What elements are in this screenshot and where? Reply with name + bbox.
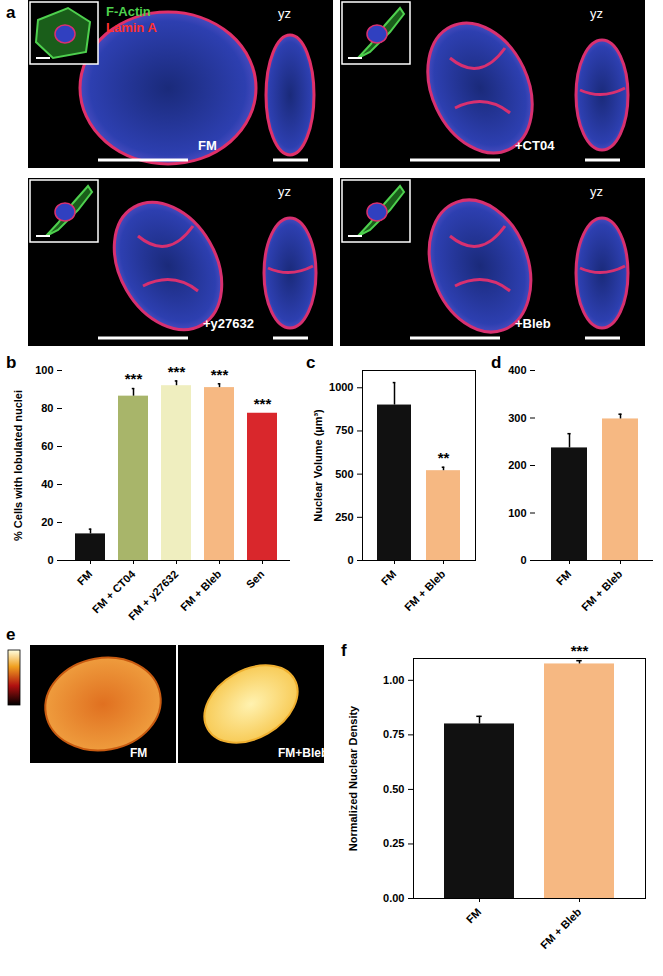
svg-text:FM + Bleb: FM + Bleb <box>538 906 584 952</box>
svg-text:b: b <box>6 353 16 372</box>
svg-text:FM+Bleb: FM+Bleb <box>278 746 328 760</box>
svg-text:FM: FM <box>379 568 399 588</box>
svg-text:FM + Bleb: FM + Bleb <box>402 568 448 614</box>
svg-text:e: e <box>6 625 15 644</box>
svg-text:1000: 1000 <box>329 381 353 393</box>
svg-text:0.00: 0.00 <box>383 892 404 904</box>
svg-text:Sen: Sen <box>244 568 267 591</box>
svg-text:f: f <box>341 641 347 660</box>
svg-text:0: 0 <box>520 554 526 566</box>
svg-text:FM: FM <box>198 138 217 153</box>
svg-text:***: *** <box>571 642 589 659</box>
svg-text:200: 200 <box>508 459 526 471</box>
svg-text:40: 40 <box>41 478 53 490</box>
svg-text:***: *** <box>168 363 186 380</box>
svg-text:FM + CT04: FM + CT04 <box>89 567 138 616</box>
svg-text:20: 20 <box>41 516 53 528</box>
svg-text:Lamin A: Lamin A <box>106 20 157 35</box>
svg-text:0.25: 0.25 <box>383 837 404 849</box>
svg-text:Nuclear Volume (µm³): Nuclear Volume (µm³) <box>312 409 324 522</box>
svg-text:***: *** <box>211 366 229 383</box>
svg-text:0: 0 <box>347 554 353 566</box>
svg-text:yz: yz <box>590 6 603 21</box>
svg-text:500: 500 <box>335 468 353 480</box>
svg-text:Normalized Nuclear Density: Normalized Nuclear Density <box>347 705 359 851</box>
svg-text:yz: yz <box>278 184 291 199</box>
svg-text:0: 0 <box>47 554 53 566</box>
svg-text:100: 100 <box>35 364 53 376</box>
svg-text:d: d <box>491 353 501 372</box>
svg-text:FM: FM <box>554 568 574 588</box>
svg-text:yz: yz <box>590 184 603 199</box>
svg-text:+Bleb: +Bleb <box>515 316 551 331</box>
svg-text:+y27632: +y27632 <box>203 316 254 331</box>
svg-text:% Cells with lobulated nuclei: % Cells with lobulated nuclei <box>12 390 24 541</box>
svg-text:FM: FM <box>464 906 484 926</box>
svg-text:FM: FM <box>75 568 95 588</box>
svg-text:300: 300 <box>508 412 526 424</box>
svg-text:F-Actin: F-Actin <box>106 4 151 19</box>
svg-text:FM + y27632: FM + y27632 <box>126 568 181 623</box>
svg-text:c: c <box>306 353 315 372</box>
svg-text:750: 750 <box>335 424 353 436</box>
svg-text:**: ** <box>438 449 450 466</box>
svg-text:60: 60 <box>41 440 53 452</box>
svg-text:400: 400 <box>508 364 526 376</box>
svg-text:0.50: 0.50 <box>383 783 404 795</box>
svg-text:***: *** <box>125 370 143 387</box>
svg-text:***: *** <box>254 395 272 412</box>
svg-text:FM + Bleb: FM + Bleb <box>178 568 224 614</box>
svg-text:250: 250 <box>335 511 353 523</box>
svg-text:0.75: 0.75 <box>383 728 404 740</box>
svg-text:FM + Bleb: FM + Bleb <box>579 568 625 614</box>
svg-text:yz: yz <box>278 6 291 21</box>
svg-text:+CT04: +CT04 <box>515 138 555 153</box>
svg-text:100: 100 <box>508 507 526 519</box>
svg-text:FM: FM <box>130 746 147 760</box>
svg-text:a: a <box>6 3 16 22</box>
svg-text:1.00: 1.00 <box>383 674 404 686</box>
svg-text:80: 80 <box>41 402 53 414</box>
